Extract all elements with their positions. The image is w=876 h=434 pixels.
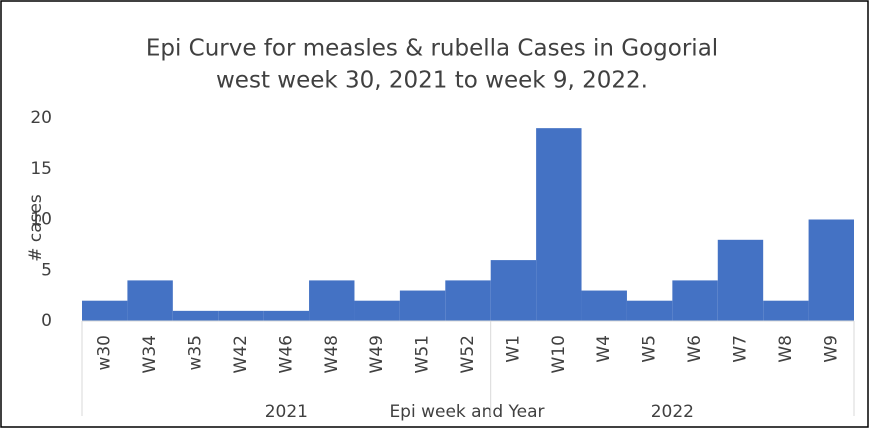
x-tick-label: W51 (413, 335, 433, 373)
x-tick-label: W52 (458, 335, 478, 373)
y-tick-label: 20 (30, 108, 52, 128)
x-tick-label: W49 (367, 335, 387, 373)
bar (490, 260, 537, 321)
bar (808, 219, 854, 321)
x-tick-label: W7 (730, 335, 750, 363)
x-tick-label: W5 (640, 335, 660, 363)
x-axis-label: Epi week and Year (389, 402, 544, 422)
bar (626, 300, 673, 321)
bar (309, 280, 355, 321)
y-tick-label: 15 (30, 159, 52, 179)
x-tick-label: W42 (231, 335, 251, 373)
x-tick-label: W4 (594, 335, 614, 363)
chart-frame (0, 0, 869, 428)
y-tick-label: 5 (41, 260, 52, 280)
bar (536, 128, 582, 321)
x-tick-label: w35 (186, 335, 206, 371)
y-tick-label: 10 (30, 210, 52, 230)
x-tick-label: W10 (549, 335, 569, 373)
bar (581, 290, 627, 321)
bar (763, 300, 809, 321)
chart-title: west week 30, 2021 to week 9, 2022. (216, 68, 648, 94)
bar (263, 310, 310, 321)
x-tick-label: W46 (276, 335, 296, 373)
group-label: 2022 (651, 402, 694, 422)
group-label: 2021 (265, 402, 308, 422)
y-tick-label: 0 (41, 311, 52, 331)
bar (218, 310, 264, 321)
bar (399, 290, 446, 321)
bar (172, 310, 219, 321)
x-tick-label: W9 (821, 335, 841, 363)
x-tick-label: w30 (95, 335, 115, 371)
x-tick-label: W8 (776, 335, 796, 363)
bar (445, 280, 491, 321)
x-tick-label: W6 (685, 335, 705, 363)
chart-title: Epi Curve for measles & rubella Cases in… (146, 36, 718, 62)
bar (717, 239, 764, 321)
bar (354, 300, 400, 321)
bar (672, 280, 718, 321)
bar (127, 280, 173, 321)
bar (82, 300, 128, 321)
y-axis-label: # cases (26, 194, 46, 262)
x-tick-label: W48 (322, 335, 342, 373)
x-tick-label: W1 (503, 335, 523, 363)
x-tick-label: W34 (140, 335, 160, 373)
